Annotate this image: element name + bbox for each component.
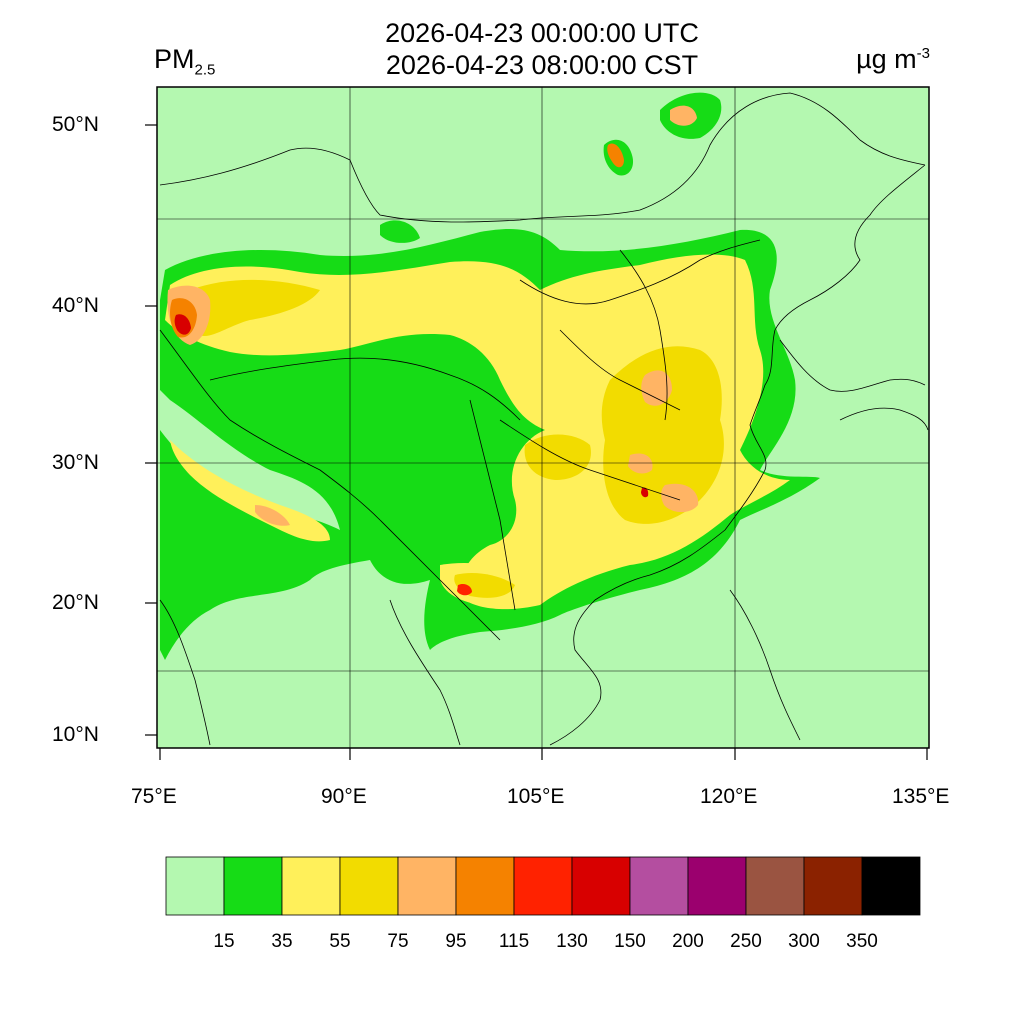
colorbar-level-label: 300 xyxy=(788,931,820,952)
lat-label-30n: 30°N xyxy=(52,451,99,474)
colorbar-swatch xyxy=(861,856,921,916)
field-orange-light-ne xyxy=(670,105,697,126)
title-cst: 2026-04-23 08:00:00 CST xyxy=(385,50,699,80)
colorbar-swatch xyxy=(455,856,515,916)
variable-name: PM2.5 xyxy=(154,44,216,79)
field-red-south xyxy=(457,583,472,596)
colorbar-swatch xyxy=(629,856,689,916)
field-green-tibet-ne xyxy=(380,220,420,243)
boundaries xyxy=(159,92,929,746)
lat-label-20n: 20°N xyxy=(52,591,99,614)
lon-label-120e: 120°E xyxy=(700,785,758,808)
colorbar-swatch xyxy=(339,856,399,916)
field-orange-light-nc xyxy=(641,370,672,406)
units-label: µg m-3 xyxy=(856,44,930,74)
colorbar-swatch xyxy=(687,856,747,916)
colorbar-level-label: 130 xyxy=(556,931,588,952)
field-yellow-dark xyxy=(185,279,320,337)
colorbar-level-label: 200 xyxy=(672,931,704,952)
field-yellow-swhimal xyxy=(170,440,330,542)
lat-label-50n: 50°N xyxy=(52,113,99,136)
colorbar-swatch xyxy=(165,856,225,916)
field-orange-light-himal xyxy=(255,505,290,526)
colorbar-level-label: 150 xyxy=(614,931,646,952)
field-orange-light-hk xyxy=(628,453,653,474)
colorbar-level-label: 115 xyxy=(498,931,530,952)
graticule xyxy=(157,87,929,748)
colorbar-swatch xyxy=(397,856,457,916)
colorbar-level-label: 250 xyxy=(730,931,762,952)
field-red-cc xyxy=(641,487,649,498)
colorbar-level-label: 75 xyxy=(387,931,409,952)
axis-ticks xyxy=(145,124,928,760)
title-utc: 2026-04-23 00:00:00 UTC xyxy=(385,18,699,48)
colorbar-swatch xyxy=(281,856,341,916)
field-yellow-dark-east xyxy=(601,346,724,524)
field-yellow-dark-sichuan xyxy=(524,434,591,480)
colorbar-level-label: 350 xyxy=(846,931,878,952)
colorbar-swatch xyxy=(223,856,283,916)
field-red-west xyxy=(174,314,191,335)
lat-label-10n: 10°N xyxy=(52,723,99,746)
colorbar-level-label: 95 xyxy=(445,931,467,952)
lon-label-135e: 135°E xyxy=(892,785,950,808)
colorbar-swatch xyxy=(571,856,631,916)
lon-label-75e: 75°E xyxy=(131,785,177,808)
field-orange-ne xyxy=(607,143,624,168)
lon-label-105e: 105°E xyxy=(507,785,565,808)
lon-label-90e: 90°E xyxy=(321,785,367,808)
colorbar-swatch xyxy=(745,856,805,916)
colorbar-level-label: 55 xyxy=(329,931,351,952)
colorbar-level-label: 15 xyxy=(213,931,235,952)
colorbar-level-label: 35 xyxy=(271,931,293,952)
lat-label-40n: 40°N xyxy=(52,294,99,317)
colorbar-swatch xyxy=(803,856,863,916)
field-orange-light-cc xyxy=(661,483,699,513)
colorbar xyxy=(165,856,921,916)
colorbar-swatch xyxy=(513,856,573,916)
map-frame xyxy=(156,86,930,749)
